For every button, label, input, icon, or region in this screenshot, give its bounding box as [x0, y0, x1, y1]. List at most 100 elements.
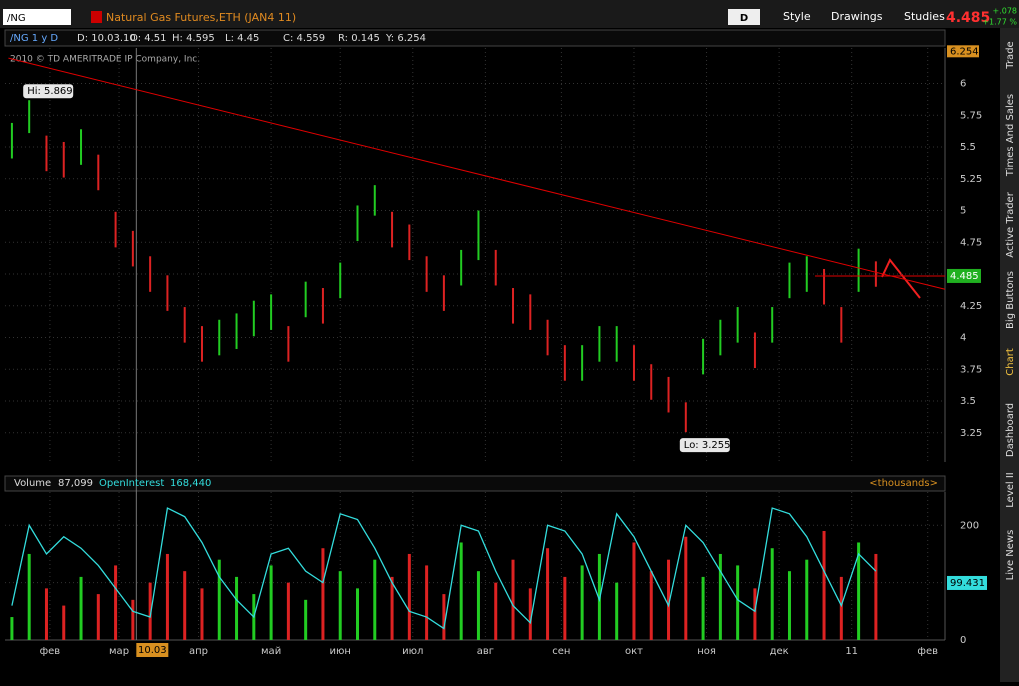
side-tab[interactable]: Chart	[1005, 348, 1016, 376]
x-tick-label: июл	[402, 646, 423, 657]
button[interactable]: Style	[783, 10, 811, 23]
last-value-label: 99.431	[950, 578, 985, 589]
side-tab[interactable]: Live News	[1005, 530, 1016, 581]
price-bar	[321, 288, 324, 324]
copyright: 2010 © TD AMERITRADE IP Company, Inc.	[10, 55, 200, 65]
side-tab[interactable]: Dashboard	[1005, 403, 1016, 457]
x-tick-label: ноя	[697, 646, 716, 657]
side-tab[interactable]: Level II	[1005, 472, 1016, 507]
price-bar	[840, 307, 843, 343]
price-bar	[270, 294, 273, 330]
volume-bar	[356, 588, 359, 640]
price-bar	[823, 268, 826, 305]
x-tick-label: дек	[770, 646, 789, 657]
last-value-box	[947, 575, 987, 590]
volume-bar	[217, 559, 221, 640]
volume-bar	[476, 571, 480, 640]
price-bar	[391, 211, 394, 248]
price-bar	[304, 281, 307, 318]
price-bar	[719, 319, 722, 356]
price-bar	[339, 262, 342, 299]
volume-bar	[148, 582, 152, 640]
last-price-box	[947, 268, 981, 283]
y-tick-label: 3.75	[960, 364, 982, 375]
volume-bar	[615, 582, 619, 640]
x-tick-label: апр	[189, 646, 208, 657]
price-bar	[512, 288, 515, 324]
price-bar	[529, 294, 532, 330]
header-field: O: 4.51	[130, 33, 167, 44]
flag	[91, 11, 102, 23]
volume-bar	[546, 548, 550, 640]
volume-bar	[684, 536, 688, 640]
legend-entry: Volume	[14, 478, 51, 489]
volume-bar	[407, 553, 411, 640]
y-tick-label: 5.5	[960, 142, 976, 153]
price-bar	[166, 275, 169, 311]
volume-bar	[839, 576, 843, 640]
period-button[interactable]	[728, 9, 760, 25]
button[interactable]: Drawings	[831, 10, 883, 23]
price-bar	[373, 185, 376, 216]
price-bar	[62, 141, 65, 178]
volume-bar	[10, 617, 14, 640]
volume-bar	[459, 542, 463, 640]
price-bar	[771, 307, 774, 343]
side-tab[interactable]: Trade	[1005, 41, 1016, 69]
volume-bar	[269, 565, 273, 640]
price-bar	[546, 319, 549, 356]
volume-bar	[44, 588, 48, 640]
price-bar	[45, 135, 48, 172]
price-bar	[563, 345, 566, 381]
symbol: /NG	[7, 13, 26, 24]
top-marker-label: 6.254	[950, 46, 979, 57]
volume-bar	[373, 559, 377, 640]
volume-bar	[511, 559, 515, 640]
volume-bar	[718, 553, 722, 640]
side-tab[interactable]: Big Buttons	[1005, 271, 1016, 329]
annotation: Hi: 5.869	[27, 86, 72, 97]
top-marker-box	[947, 45, 979, 58]
change-pct: +1.77 %	[982, 18, 1017, 27]
price-bar	[80, 129, 83, 165]
volume-bar	[321, 548, 325, 640]
price-bar	[28, 100, 31, 134]
header-field: Y: 6.254	[385, 33, 426, 44]
volume-bar	[753, 588, 757, 640]
price-bar	[287, 326, 290, 362]
annotation: Lo: 3.255	[684, 440, 731, 451]
volume-bar	[563, 576, 567, 640]
y-tick-label: 3.25	[960, 428, 982, 439]
header-field: R: 0.145	[338, 33, 380, 44]
price-bar	[252, 300, 255, 337]
volume-bar	[183, 571, 187, 640]
volume-bar	[770, 548, 774, 640]
price-bar	[131, 230, 134, 267]
side-tab[interactable]: Active Trader	[1005, 191, 1016, 257]
price-bar	[736, 307, 739, 343]
price-bar	[97, 154, 100, 191]
price-bar	[581, 345, 584, 381]
price-bar	[235, 313, 238, 349]
header-bar	[4, 29, 946, 47]
side-tab[interactable]: Times And Sales	[1005, 94, 1016, 177]
header-field: C: 4.559	[283, 33, 325, 44]
cursor-label: 10.03	[138, 645, 167, 656]
button[interactable]: Studies	[904, 10, 945, 23]
header-field: /NG 1 y D	[10, 33, 58, 44]
x-tick-label: сен	[552, 646, 570, 657]
price-bar	[408, 224, 411, 261]
price-bar	[477, 210, 480, 261]
price-bar	[356, 205, 359, 242]
cursor-box	[136, 643, 169, 657]
price-bar	[10, 122, 13, 159]
toolbar	[0, 0, 1019, 28]
volume-bar	[857, 542, 861, 640]
price-bar	[632, 345, 635, 381]
y-tick-label: 5.25	[960, 174, 982, 185]
symbol-box[interactable]	[3, 9, 71, 25]
units: <thousands>	[869, 478, 938, 489]
y-tick-label: 4.75	[960, 237, 982, 248]
price-bar	[114, 211, 117, 248]
volume-bar	[425, 565, 429, 640]
